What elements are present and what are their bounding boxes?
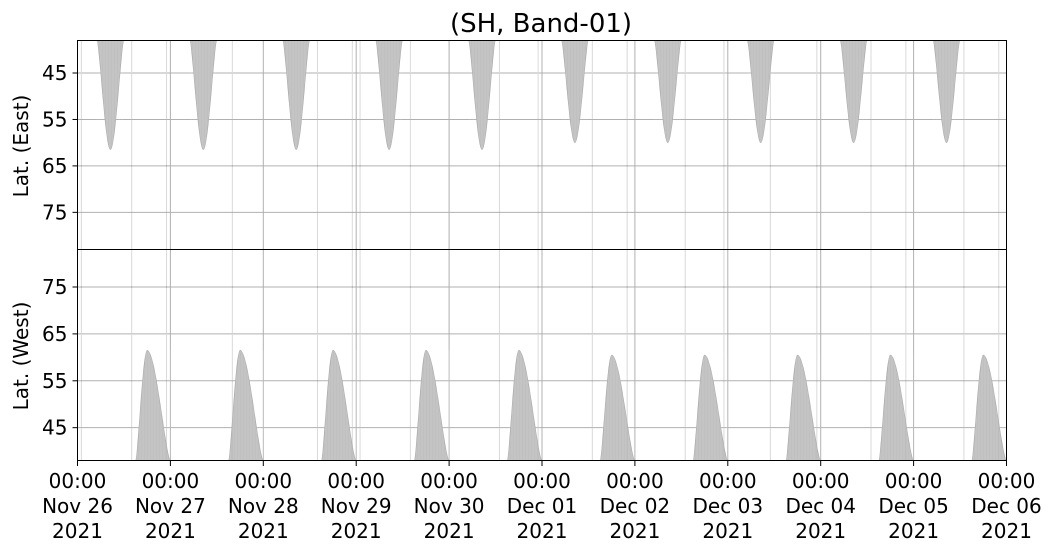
x-tick-label: 00:00	[699, 469, 757, 493]
x-tick-label: Nov 29	[321, 494, 392, 518]
coverage-lobe	[971, 354, 1007, 461]
x-tick-label: Nov 30	[414, 494, 485, 518]
x-tick-label: 2021	[331, 519, 382, 543]
x-tick-label: 00:00	[792, 469, 850, 493]
coverage-lobe	[468, 40, 496, 150]
coverage-lobe	[375, 40, 403, 150]
y-tick-label: 75	[42, 200, 67, 224]
coverage-lobe	[506, 350, 543, 461]
x-tick-label: Dec 04	[785, 494, 856, 518]
panel-west: 45 55 65 75 Lat. (West)	[9, 249, 1007, 461]
y-tick-label: 45	[42, 61, 67, 85]
coverage-lobe	[96, 40, 125, 150]
ylabel-west: Lat. (West)	[9, 302, 33, 411]
x-tick-label: Nov 28	[228, 494, 299, 518]
coverage-lobe	[878, 354, 914, 461]
x-tick-label: 2021	[702, 519, 753, 543]
coverage-lobe	[135, 350, 171, 461]
y-tick-label: 55	[42, 369, 67, 393]
x-tick-label: Nov 26	[42, 494, 113, 518]
x-tick-label: 00:00	[142, 469, 200, 493]
x-tick-label: 00:00	[978, 469, 1036, 493]
coverage-lobe	[189, 40, 218, 150]
x-tick-label: 2021	[981, 519, 1032, 543]
coverage-lobe	[282, 40, 311, 150]
coverage-lobe	[321, 350, 357, 461]
coverage-lobe	[413, 350, 450, 461]
coverage-lobe	[785, 354, 821, 461]
x-tick-label: 2021	[145, 519, 196, 543]
x-tick-label: 2021	[609, 519, 660, 543]
coverage-lobe	[561, 40, 589, 143]
y-tick-label: 55	[42, 107, 67, 131]
coverage-lobe	[653, 40, 682, 143]
x-tick-label: 00:00	[885, 469, 943, 493]
coverage-lobe	[228, 350, 264, 461]
y-tick-label: 45	[42, 416, 67, 440]
coverage-lobe	[599, 354, 636, 461]
coverage-lobe	[932, 40, 961, 143]
chart-title: (SH, Band-01)	[450, 9, 632, 39]
x-tick-label: Dec 05	[878, 494, 949, 518]
x-tick-label: 00:00	[420, 469, 478, 493]
x-tick-label: 2021	[888, 519, 939, 543]
x-tick-label: Dec 03	[693, 494, 764, 518]
coverage-lobe	[692, 354, 729, 461]
x-tick-label: 00:00	[49, 469, 107, 493]
coverage-lobe	[839, 40, 868, 143]
x-tick-label: Dec 06	[971, 494, 1042, 518]
coverage-lobe	[746, 40, 775, 143]
x-tick-label: 00:00	[234, 469, 292, 493]
x-tick-label: 00:00	[327, 469, 385, 493]
x-tick-label: 2021	[517, 519, 568, 543]
x-tick-label: 2021	[238, 519, 289, 543]
y-tick-label: 65	[42, 154, 67, 178]
x-tick-label: Dec 01	[507, 494, 578, 518]
x-tick-label: Dec 02	[600, 494, 671, 518]
x-tick-label: Nov 27	[135, 494, 206, 518]
x-tick-label: 00:00	[513, 469, 571, 493]
x-tick-label: 2021	[424, 519, 475, 543]
x-tick-label: 2021	[795, 519, 846, 543]
ylabel-east: Lat. (East)	[9, 95, 33, 198]
y-tick-label: 75	[42, 275, 67, 299]
panel-east: 45 55 65 75 Lat. (East)	[9, 40, 1007, 250]
y-tick-label: 65	[42, 322, 67, 346]
x-tick-label: 2021	[52, 519, 103, 543]
x-tick-label: 00:00	[606, 469, 664, 493]
